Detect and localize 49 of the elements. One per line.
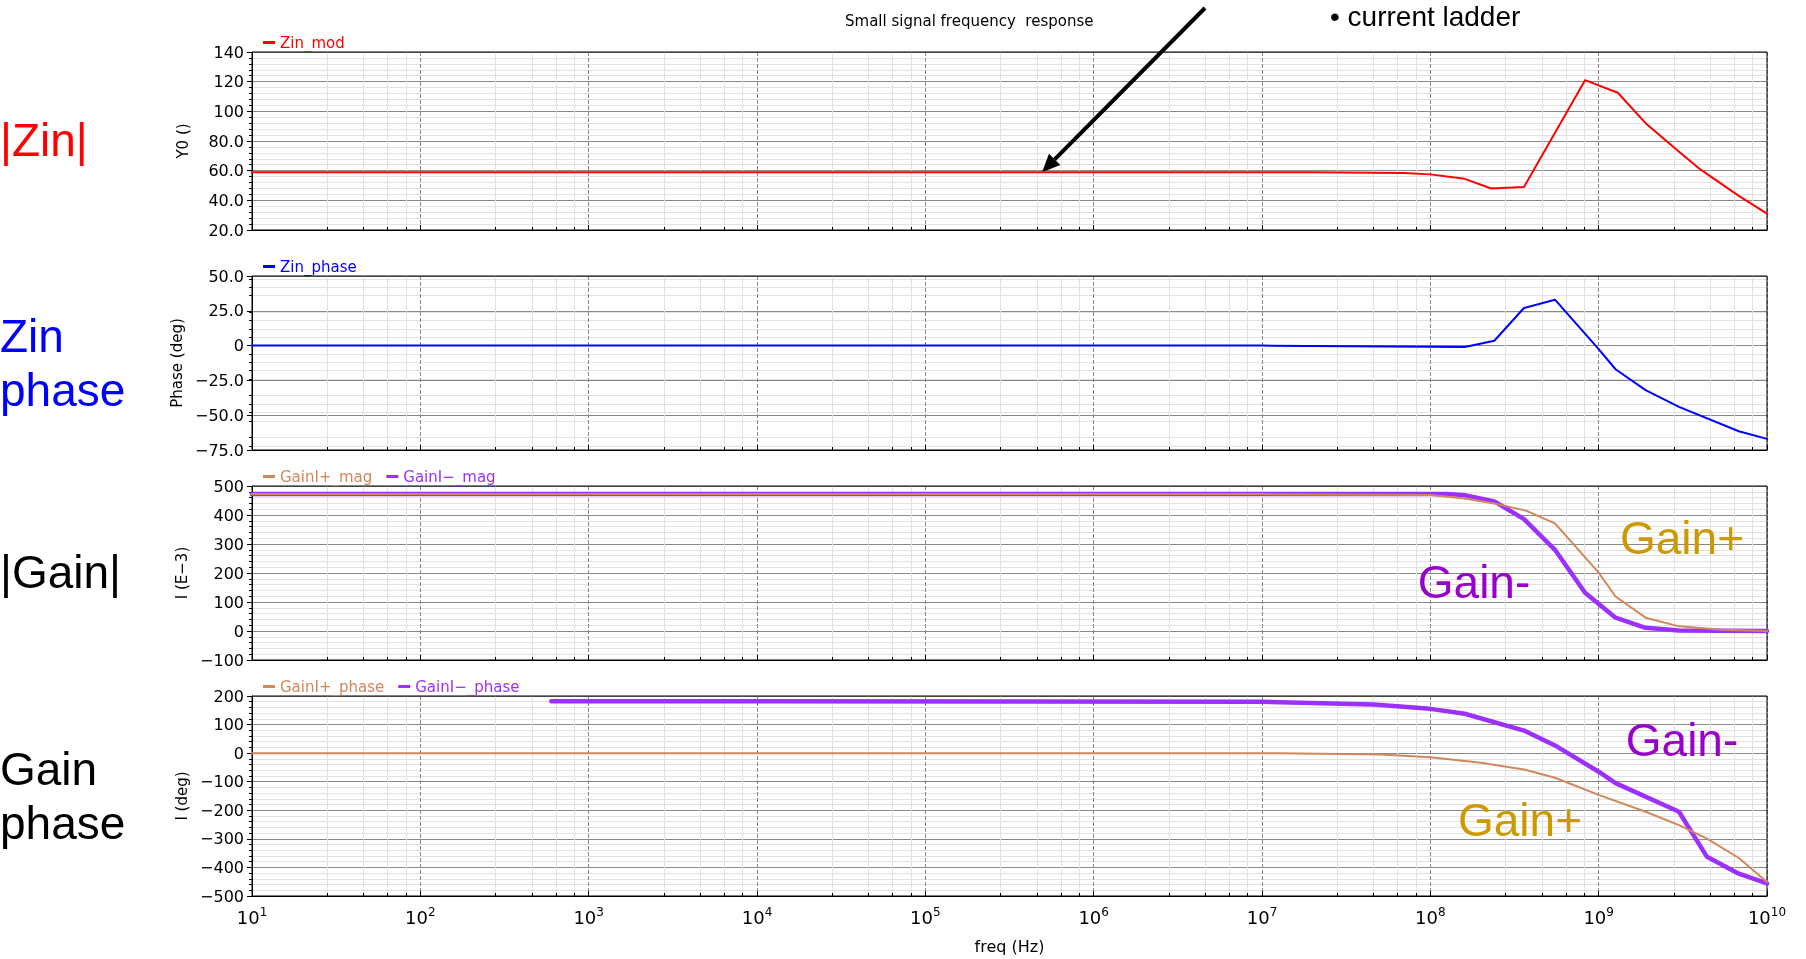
text: |Zin| (0, 114, 88, 166)
y-axis-title: Y0 () (173, 123, 192, 160)
legend-label: GainI+_mag (280, 467, 373, 487)
y-tick-label: −75.0 (194, 440, 244, 460)
text: Gain phase (0, 743, 126, 849)
y-tick-label: −300 (200, 829, 244, 849)
y-tick-label: −400 (200, 857, 244, 877)
y-tick-label: −50.0 (194, 405, 244, 425)
chart-title: Small signal frequency response (845, 11, 1094, 30)
y-tick-label: 0 (233, 621, 244, 641)
y-tick-label: 140 (213, 42, 244, 62)
annotation: Gain- (1625, 714, 1739, 766)
y-tick-label: 0 (233, 743, 244, 763)
annotation: Gain- (1417, 555, 1531, 608)
y-tick-label: 80.0 (208, 131, 244, 151)
y-axis-title: Phase (deg) (167, 318, 186, 408)
y-tick-label: 100 (213, 715, 244, 735)
y-tick-label: −100 (200, 772, 244, 792)
annotation: Gain+ (1457, 794, 1583, 846)
y-tick-label: 50.0 (208, 266, 244, 286)
y-tick-label: 60.0 (208, 161, 244, 181)
y-tick-label: −25.0 (194, 370, 244, 390)
text: Zin phase (0, 310, 126, 416)
y-tick-label: 300 (213, 534, 244, 554)
legend-label: GainI−_phase (415, 677, 520, 697)
y-tick-label: 500 (213, 476, 244, 496)
y-tick-label: 20.0 (208, 220, 244, 240)
y-tick-label: 25.0 (208, 301, 244, 321)
y-axis-title: I (deg) (172, 771, 191, 821)
annotation: Gain+ (1619, 512, 1745, 565)
y-tick-label: 120 (213, 72, 244, 92)
y-tick-label: −200 (200, 800, 244, 820)
y-tick-label: 0 (233, 336, 244, 356)
y-axis-title: I (E−3) (172, 546, 191, 600)
legend-label: GainI−_mag (403, 467, 496, 487)
legend-label: Zin_mod (280, 33, 345, 53)
y-tick-label: 400 (213, 505, 244, 525)
y-tick-label: 200 (213, 686, 244, 706)
legend-label: Zin_phase (280, 257, 357, 277)
y-tick-label: 200 (213, 563, 244, 583)
y-tick-label: 100 (213, 101, 244, 121)
y-tick-label: 40.0 (208, 190, 244, 210)
x-axis-title: freq (Hz) (974, 936, 1045, 956)
y-tick-label: −500 (200, 886, 244, 906)
legend-label: GainI+_phase (280, 677, 385, 697)
text: • current ladder (1330, 0, 1521, 32)
y-tick-label: 100 (213, 592, 244, 612)
text: |Gain| (0, 546, 122, 598)
y-tick-label: −100 (200, 650, 244, 670)
